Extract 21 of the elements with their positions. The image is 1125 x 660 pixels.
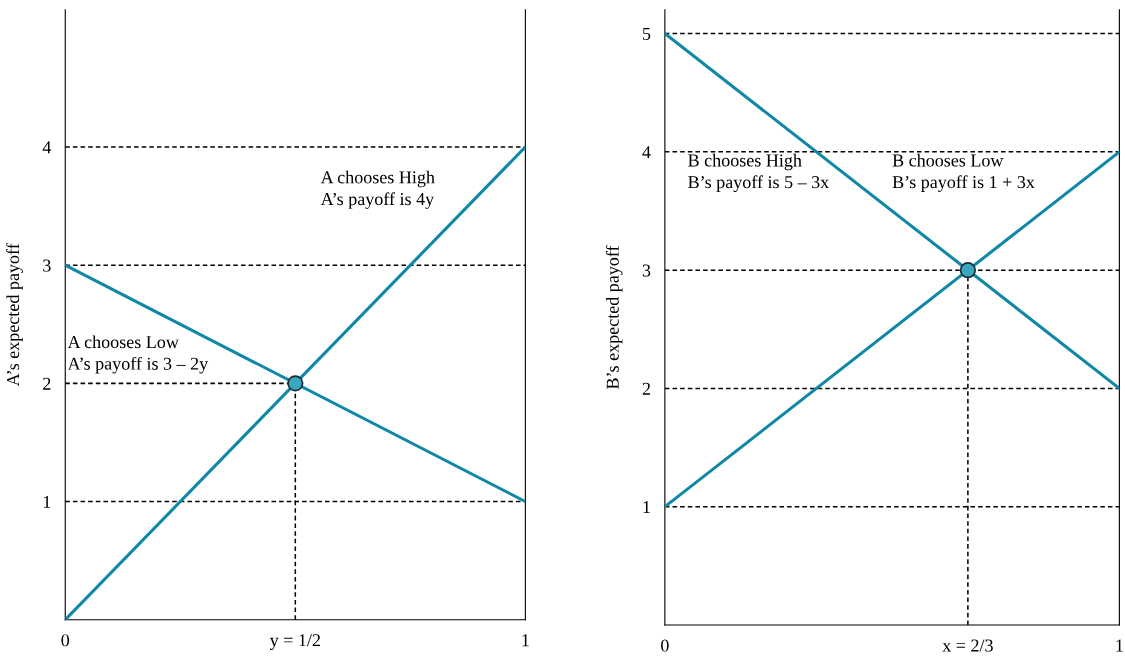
- y-tick-label: 5: [643, 28, 651, 40]
- x-tick-label: x = 2/3: [942, 639, 993, 652]
- x-tick-label: 0: [61, 634, 70, 647]
- y-axis-title: A’s expected payoff: [6, 243, 23, 387]
- y-tick-label: 1: [643, 501, 650, 513]
- annotation: B chooses High B’s payoff is 5 – 3x: [688, 153, 829, 192]
- y-tick-label: 2: [43, 377, 51, 390]
- y-tick-label: 4: [42, 141, 52, 154]
- y-tick-label: 3: [43, 259, 51, 272]
- x-tick-label: 1: [1116, 639, 1123, 652]
- x-tick-label: y = 1/2: [269, 634, 320, 650]
- y-tick-label: 4: [642, 146, 651, 159]
- annotation: B chooses Low B’s payoff is 1 + 3x: [892, 153, 1035, 192]
- y-tick-label: 1: [43, 495, 51, 508]
- y-axis-title: B’s expected payoff: [605, 245, 623, 389]
- annotation: A chooses Low A’s payoff is 3 – 2y: [67, 335, 209, 374]
- y-tick-label: 3: [642, 264, 651, 277]
- x-tick-label: 1: [522, 634, 529, 647]
- x-tick-label: 0: [661, 639, 669, 652]
- annotation: A chooses High A’s payoff is 4y: [320, 170, 435, 209]
- y-tick-label: 2: [642, 382, 650, 395]
